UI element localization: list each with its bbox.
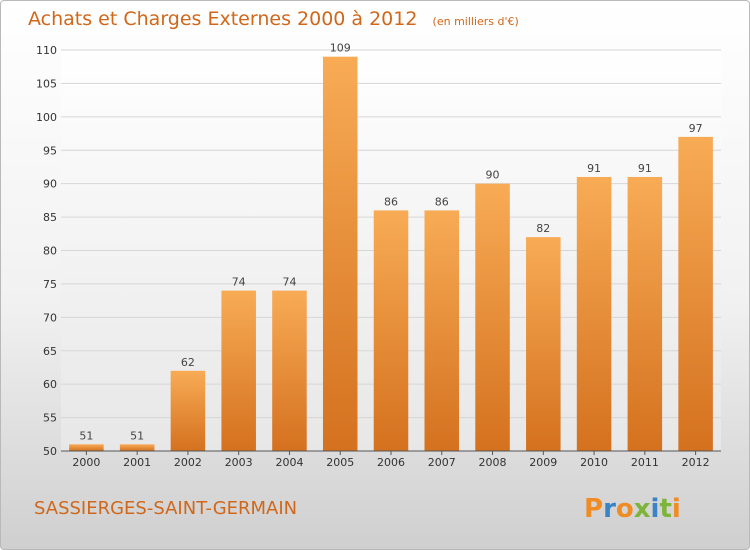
bar-2002 [170, 370, 206, 451]
bar-value-label: 82 [536, 222, 550, 235]
logo-letter: P [584, 494, 603, 524]
bar-2006 [373, 210, 409, 451]
bar-2003 [221, 290, 256, 451]
bar-2010 [576, 176, 612, 451]
bar-2008 [475, 183, 510, 451]
bar-2012 [678, 136, 713, 451]
y-tick-label: 110 [36, 44, 57, 57]
y-tick-label: 55 [43, 412, 57, 425]
x-tick-label: 2001 [123, 456, 151, 469]
x-tick-label: 2009 [529, 456, 557, 469]
x-tick-label: 2004 [275, 456, 303, 469]
x-tick-label: 2005 [326, 456, 354, 469]
proxiti-logo: Proxiti [584, 494, 681, 524]
y-tick-label: 95 [43, 144, 57, 157]
y-tick-label: 70 [43, 311, 57, 324]
bar-value-label: 90 [486, 169, 500, 182]
bar-2001 [119, 444, 155, 451]
bar-2005 [322, 56, 358, 451]
y-tick-label: 90 [43, 178, 57, 191]
x-tick-label: 2003 [225, 456, 253, 469]
chart-title-main: Achats et Charges Externes 2000 à 2012 [28, 8, 417, 30]
bar-value-label: 74 [282, 276, 296, 289]
bar-value-label: 51 [79, 429, 93, 442]
bar-2009 [526, 237, 561, 451]
bar-value-label: 86 [435, 195, 449, 208]
y-tick-label: 80 [43, 245, 57, 258]
x-tick-label: 2007 [428, 456, 456, 469]
y-tick-label: 60 [43, 378, 57, 391]
x-tick-label: 2010 [580, 456, 608, 469]
logo-letter: o [616, 494, 634, 524]
x-tick-label: 2002 [174, 456, 202, 469]
logo-letter: x [634, 494, 651, 524]
y-tick-label: 85 [43, 211, 57, 224]
logo-letter: r [603, 494, 616, 524]
bar-value-label: 62 [181, 356, 195, 369]
logo-letter: t [659, 494, 671, 524]
x-tick-label: 2011 [631, 456, 659, 469]
bar-value-label: 91 [587, 162, 601, 175]
bar-value-label: 97 [689, 122, 703, 135]
bar-value-label: 51 [130, 429, 144, 442]
bar-value-labels: 51 51 62 74 74 109 86 86 90 82 91 91 97 [79, 42, 702, 443]
y-axis-ticks: 50 55 60 65 70 75 80 85 90 95 100 105 110 [36, 44, 57, 458]
bar-value-label: 91 [638, 162, 652, 175]
chart-title-unit: (en milliers d'€) [433, 15, 519, 28]
bar-value-label: 86 [384, 195, 398, 208]
bar-2007 [424, 210, 460, 451]
y-tick-label: 105 [36, 77, 57, 90]
bar-2011 [627, 176, 663, 451]
bar-2004 [272, 290, 307, 451]
commune-name: SASSIERGES-SAINT-GERMAIN [34, 498, 297, 519]
logo-letter: i [672, 494, 681, 524]
x-tick-label: 2000 [72, 456, 100, 469]
bar-value-label: 74 [232, 276, 246, 289]
bar-value-label: 109 [330, 42, 351, 55]
y-tick-label: 65 [43, 345, 57, 358]
y-tick-label: 75 [43, 278, 57, 291]
x-tick-label: 2008 [479, 456, 507, 469]
chart-title: Achats et Charges Externes 2000 à 2012 (… [28, 8, 519, 30]
y-tick-label: 100 [36, 111, 57, 124]
x-tick-label: 2012 [682, 456, 710, 469]
y-tick-label: 50 [43, 445, 57, 458]
bars [69, 56, 713, 451]
x-axis-ticks: 2000 2001 2002 2003 2004 2005 2006 2007 2008 2009… [72, 451, 710, 469]
logo-letter: i [651, 494, 660, 524]
bar-2000 [69, 444, 104, 451]
x-tick-label: 2006 [377, 456, 405, 469]
